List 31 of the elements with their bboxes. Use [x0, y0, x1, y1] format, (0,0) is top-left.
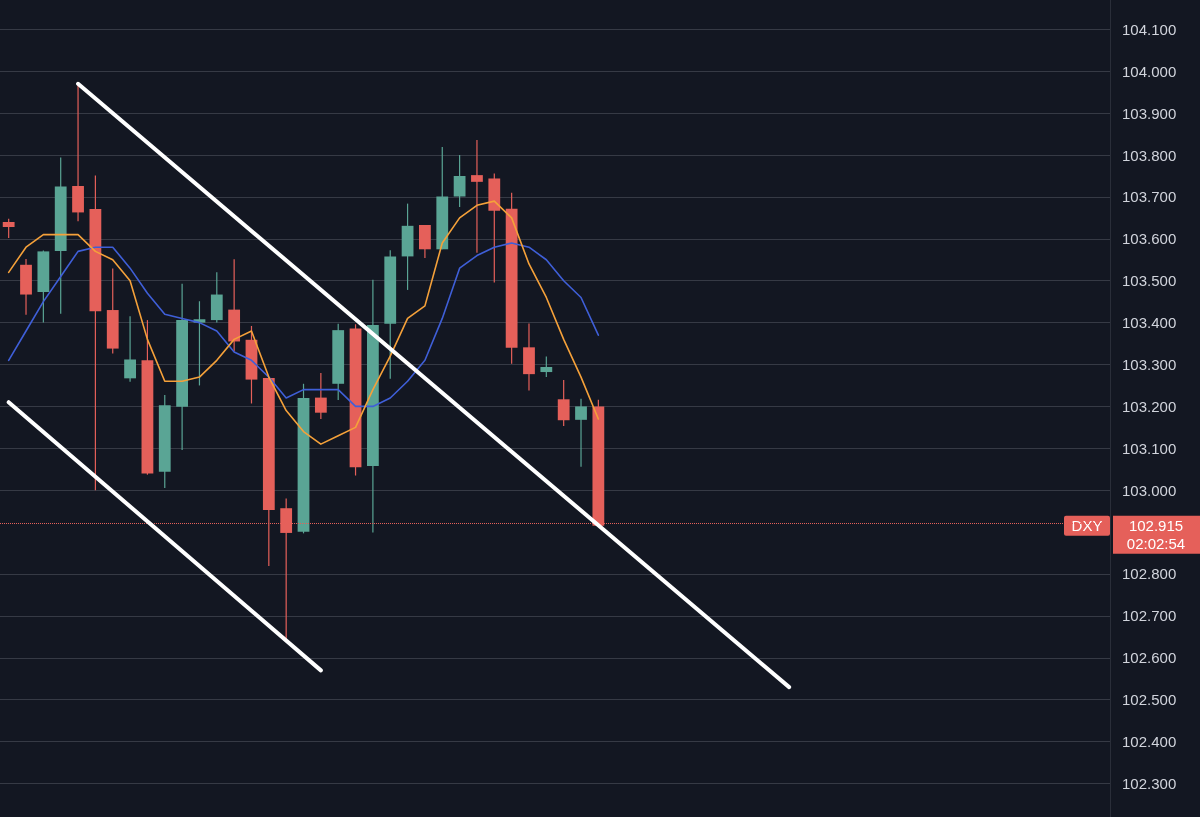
y-tick-label: 103.500	[1122, 272, 1177, 290]
candlestick	[540, 355, 553, 378]
y-tick-label: 102.400	[1122, 733, 1177, 751]
y-tick-label: 103.100	[1122, 439, 1177, 457]
candlestick	[2, 218, 15, 239]
line-series	[7, 200, 600, 445]
y-tick-label: 103.400	[1122, 314, 1177, 332]
candlestick	[124, 315, 136, 383]
y-tick-label: 103.700	[1122, 188, 1177, 206]
y-tick-label: 102.800	[1122, 565, 1177, 583]
y-tick-label: 102.600	[1122, 649, 1177, 667]
candlestick	[557, 379, 570, 427]
y-tick-label: 104.100	[1122, 20, 1177, 38]
y-tick-label: 103.800	[1122, 146, 1177, 164]
candlestick	[575, 398, 587, 468]
y-tick-label: 102.300	[1122, 774, 1177, 792]
y-tick-label: 103.300	[1122, 356, 1177, 374]
y-tick-label: 103.000	[1122, 481, 1177, 499]
text: 02:02:54	[1126, 535, 1186, 553]
y-tick-label: 102.700	[1122, 607, 1177, 625]
line-series	[7, 242, 600, 408]
ref-line-label: DXY	[1071, 517, 1103, 535]
y-tick-label: 103.900	[1122, 104, 1177, 122]
y-tick-label: 104.000	[1122, 62, 1177, 80]
candlestick	[453, 154, 466, 208]
candlestick	[314, 372, 327, 420]
y-tick-label: 102.500	[1122, 691, 1177, 709]
y-tick-label: 103.200	[1122, 397, 1177, 415]
candlestick	[471, 139, 483, 254]
text: 102.915	[1128, 517, 1184, 535]
y-tick-label: 103.600	[1122, 230, 1177, 248]
